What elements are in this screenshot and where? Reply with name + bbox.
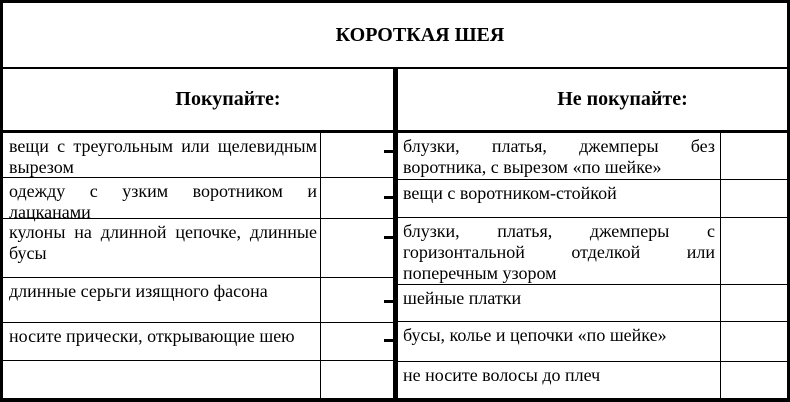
table-row: вещи с воротником-стойкой — [398, 180, 787, 218]
header-buy: Покупайте: — [175, 88, 281, 110]
table-row: блузки, платья, джемперы с горизонтально… — [398, 218, 787, 285]
table-title: КОРОТКАЯ ШЕЯ — [3, 3, 787, 69]
table-body: вещи с треугольным или щелевидным вырезо… — [3, 133, 787, 398]
blank-cell — [720, 362, 787, 398]
table-cell: вещи с воротником-стойкой — [403, 183, 617, 203]
blank-cell — [320, 361, 393, 398]
table-row — [3, 361, 393, 398]
table-cell: носите прически, открывающие шею — [9, 326, 295, 346]
dash-artifact — [384, 339, 393, 342]
table-row: носите прически, открывающие шею — [3, 323, 393, 361]
table-row: не носите волосы до плеч — [398, 362, 787, 398]
table-row: вещи с треугольным или щелевидным вырезо… — [3, 133, 393, 178]
dash-artifact — [384, 196, 393, 199]
table-cell: блузки, платья, джемперы с горизонтально… — [403, 221, 715, 283]
blank-cell — [720, 218, 787, 284]
table-cell: вещи с треугольным или щелевидным вырезо… — [9, 136, 317, 177]
dash-artifact — [384, 236, 393, 239]
dash-artifact — [384, 300, 393, 303]
table-row: блузки, платья, джемперы без воротника, … — [398, 133, 787, 180]
header-dont-buy: Не покупайте: — [557, 88, 688, 110]
buy-column: вещи с треугольным или щелевидным вырезо… — [3, 133, 393, 398]
blank-cell — [320, 219, 393, 277]
table-cell: одежду с узким воротником и лацканами — [9, 181, 317, 222]
blank-cell — [720, 322, 787, 361]
blank-cell — [720, 133, 787, 179]
dont-buy-column: блузки, платья, джемперы без воротника, … — [398, 133, 787, 398]
table-cell: длинные серьги изящного фасона — [9, 281, 268, 301]
dash-artifact — [384, 150, 393, 153]
blank-cell — [320, 133, 393, 177]
table-row: шейные платки — [398, 285, 787, 322]
blank-cell — [720, 285, 787, 321]
blank-cell — [320, 178, 393, 218]
table-cell — [3, 361, 320, 398]
table-header-row: Покупайте: Не покупайте: — [3, 69, 787, 133]
table-row: бусы, колье и цепочки «по шейке» — [398, 322, 787, 362]
table-row: длинные серьги изящного фасона — [3, 278, 393, 323]
table-cell: бусы, колье и цепочки «по шейке» — [403, 325, 667, 345]
blank-cell — [720, 180, 787, 217]
table-cell: не носите волосы до плеч — [403, 365, 601, 385]
table-row: кулоны на длинной цепочке, длинные бусы — [3, 219, 393, 278]
table-row: одежду с узким воротником и лацканами — [3, 178, 393, 222]
table-cell: блузки, платья, джемперы без воротника, … — [403, 136, 715, 177]
center-divider — [393, 69, 398, 130]
center-divider — [393, 133, 398, 398]
blank-cell — [320, 323, 393, 360]
table-cell: кулоны на длинной цепочке, длинные бусы — [9, 222, 317, 263]
table-cell: шейные платки — [403, 288, 522, 308]
blank-cell — [320, 278, 393, 322]
